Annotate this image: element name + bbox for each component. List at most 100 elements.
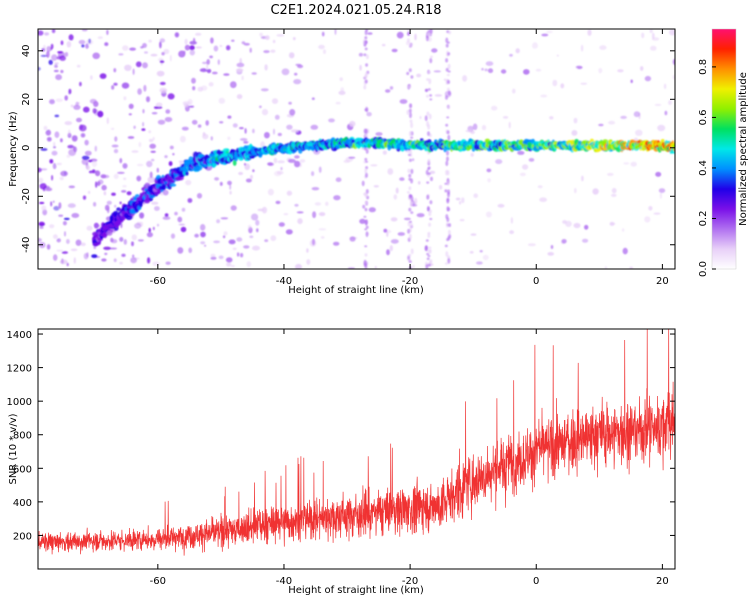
spectrogram-cell <box>123 96 127 101</box>
spectrogram-cell <box>364 157 368 161</box>
spectrogram-cell <box>318 166 322 173</box>
spectrogram-cell <box>165 261 171 265</box>
spectrogram-cell <box>202 61 208 65</box>
spectrogram-cell <box>438 185 443 190</box>
spectrogram-cell <box>168 161 173 167</box>
spectrogram-cell <box>431 48 438 53</box>
spectrogram-cell <box>364 192 368 198</box>
spectrogram-cell <box>60 69 64 74</box>
spectrogram-cell <box>218 255 224 260</box>
spectrogram-cell <box>294 155 300 159</box>
spectrogram-cell <box>119 201 122 205</box>
spectrogram-cell <box>447 63 451 70</box>
spectrogram-cell <box>447 258 451 264</box>
spectrogram-cell <box>232 247 237 250</box>
spectrogram-cell <box>395 187 399 194</box>
spectrogram-cell <box>264 239 269 243</box>
spectrogram-cell <box>485 211 492 218</box>
spectrogram-cell <box>97 36 103 39</box>
spectrogram-cell <box>200 224 206 231</box>
spectrogram-cell <box>120 222 123 229</box>
spectrogram-cell <box>285 229 293 235</box>
spectrogram-cell <box>243 245 250 249</box>
spectrogram-cell <box>99 73 107 79</box>
colorbar-tick-label: 0.2 <box>698 211 709 227</box>
spectrogram-cell <box>365 172 368 178</box>
spectrogram-cell <box>185 171 189 176</box>
spectrogram-cell <box>53 254 58 261</box>
spectrogram-cell <box>306 259 311 265</box>
spectrogram-cell <box>133 125 136 129</box>
spectrogram-cell <box>229 190 232 195</box>
spectrogram-cell <box>410 75 414 79</box>
spectrogram-cell <box>425 264 429 269</box>
spectrogram-cell <box>50 201 53 207</box>
spectrogram-cell <box>109 247 118 250</box>
spectrogram-cell <box>410 136 414 139</box>
spectrogram-cell <box>58 202 62 209</box>
spectrogram-cell <box>227 180 232 186</box>
spectrogram-cell <box>426 120 430 127</box>
spectrogram-cell <box>56 56 61 60</box>
spectrogram-cell <box>95 181 98 188</box>
spectrogram-cell <box>124 64 132 72</box>
spectrogram-cell <box>68 149 76 156</box>
spectrogram-cell <box>210 136 213 141</box>
colorbar-tick-label: 0.4 <box>698 160 709 176</box>
spectrogram-cell <box>48 59 53 65</box>
spectrogram-cell <box>409 202 413 207</box>
spectrogram-cell <box>123 177 127 181</box>
spectrogram-cell <box>256 228 259 233</box>
spectrogram-cell <box>162 189 169 196</box>
spectrogram-cell <box>211 71 218 75</box>
spectrogram-cell <box>243 140 249 144</box>
spectrogram-cell <box>261 108 269 116</box>
spectrogram-cell <box>50 43 54 50</box>
spectrogram-cell <box>408 158 412 162</box>
spectrogram-cell <box>364 253 368 257</box>
spectrogram-cell <box>226 45 231 51</box>
spectrogram-cell <box>370 164 378 167</box>
spectrogram-cell <box>311 187 320 191</box>
spectrogram-cell <box>114 136 118 142</box>
spectrogram-cell <box>365 63 369 67</box>
spectrogram-cell <box>455 197 461 201</box>
spectrogram-cell <box>448 234 452 239</box>
spectrogram-cell <box>411 158 415 162</box>
spectrogram-cell <box>249 47 252 53</box>
spectrogram-cell <box>79 81 82 87</box>
x-tick-label: 0 <box>533 276 539 287</box>
spectrogram-cell <box>508 121 511 129</box>
spectrogram-cell <box>137 239 144 242</box>
spectrogram-cell <box>429 57 433 64</box>
spectrogram-cell <box>364 47 368 51</box>
spectrogram-cell <box>156 167 159 173</box>
spectrogram-cell <box>164 213 169 217</box>
spectrogram-cell <box>617 69 624 73</box>
spectrogram-cell <box>126 191 132 196</box>
snr-plot: -60 -40 -20 0 20 200 400 600 800 1000 1200 1400 He… <box>7 328 676 596</box>
spectrogram-cell <box>259 32 263 37</box>
spectrogram-cell <box>230 205 237 211</box>
spectrogram-cell <box>270 235 277 242</box>
spectrogram-plot: -60 -40 -20 0 20 -40 -20 0 20 40 Height of strai… <box>8 28 676 296</box>
spectrogram-cell <box>408 177 412 181</box>
spectrogram-cell <box>409 220 412 224</box>
spectrogram-cell <box>429 98 433 101</box>
spectrogram-cell <box>184 38 188 45</box>
spectrogram-cell <box>608 120 616 125</box>
spectrogram-cell <box>443 78 447 81</box>
spectrogram-cell <box>200 241 206 245</box>
spectrogram-cell <box>142 109 145 114</box>
spectrogram-cell <box>81 44 85 48</box>
spectrogram-cell <box>294 203 299 207</box>
spectrogram-cell <box>227 136 231 140</box>
spectrogram-cell <box>410 211 414 214</box>
spectrogram-cell <box>43 125 48 131</box>
spectrogram-cell <box>251 72 257 75</box>
spectrogram-cell <box>291 129 299 133</box>
spectrogram-cell <box>129 47 137 51</box>
spectrogram-cell <box>408 130 412 137</box>
spectrogram-cell <box>509 230 514 235</box>
spectrogram-cell <box>428 113 432 120</box>
